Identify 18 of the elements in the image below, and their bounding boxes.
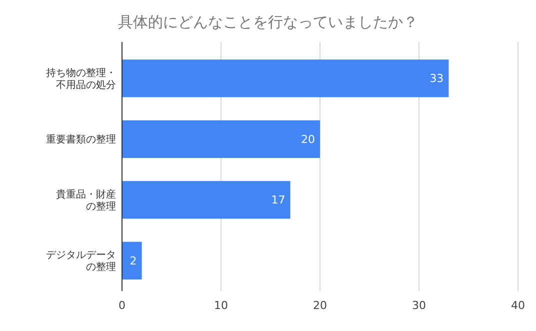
bar	[122, 181, 290, 219]
x-tick-label: 0	[118, 299, 126, 312]
y-tick-label: 持ち物の整理・不用品の処分	[46, 66, 116, 91]
x-tick-label: 40	[511, 299, 525, 312]
data-label: 2	[130, 254, 137, 268]
bar	[122, 60, 449, 98]
data-label: 33	[430, 72, 444, 86]
bar	[122, 242, 142, 280]
y-tick-label: デジタルデータの整理	[46, 250, 116, 274]
x-tick-label: 20	[313, 299, 327, 312]
y-tick-label: 貴重品・財産の整理	[56, 188, 116, 212]
chart-title: 具体的にどんなことを行なっていましたか？	[118, 13, 418, 31]
bar	[122, 120, 320, 158]
data-label: 17	[271, 194, 286, 207]
y-tick-label: 重要書類の整理	[46, 134, 116, 146]
data-label: 20	[301, 132, 315, 146]
x-tick-label: 30	[412, 299, 426, 312]
x-tick-label: 10	[214, 299, 228, 312]
